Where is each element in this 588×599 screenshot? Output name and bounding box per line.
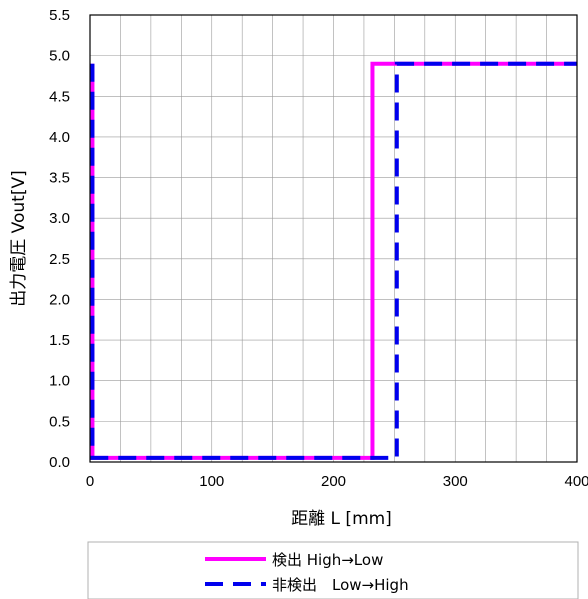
- legend-label-1: 検出 High→Low: [272, 551, 383, 569]
- tick-labels: 0 100 200 300 400 0.0 0.5 1.0 1.5 2.0 2.5 3.0 3.5 4.0…: [49, 7, 588, 490]
- y-tick-label: 2.5: [49, 251, 70, 268]
- grid: [89, 14, 578, 463]
- x-tick-label: 0: [86, 473, 94, 490]
- y-tick-label: 4.0: [49, 129, 70, 146]
- y-tick-label: 4.5: [49, 88, 70, 105]
- x-tick-label: 200: [321, 473, 346, 490]
- y-tick-label: 3.5: [49, 170, 70, 187]
- legend-box: [87, 541, 579, 599]
- legend: 検出 High→Low 非検出 Low→High: [87, 541, 579, 599]
- y-tick-label: 5.5: [49, 7, 70, 24]
- plot-area: [89, 14, 578, 463]
- legend-label-2: 非検出 Low→High: [272, 576, 409, 594]
- x-axis-label: 距離 L [mm]: [291, 509, 392, 529]
- series-layer: [90, 61, 577, 460]
- y-tick-label: 0.0: [49, 454, 70, 471]
- x-tick-label: 400: [564, 473, 588, 490]
- y-tick-label: 1.5: [49, 332, 70, 349]
- y-tick-label: 3.0: [49, 210, 70, 227]
- y-tick-label: 1.0: [49, 373, 70, 390]
- x-tick-label: 300: [443, 473, 468, 490]
- series-line-2: [90, 61, 577, 460]
- y-tick-label: 2.0: [49, 291, 70, 308]
- y-tick-label: 5.0: [49, 48, 70, 65]
- y-tick-label: 0.5: [49, 413, 70, 430]
- y-axis-label: 出力電圧 Vout[V]: [9, 170, 29, 306]
- x-tick-label: 100: [199, 473, 224, 490]
